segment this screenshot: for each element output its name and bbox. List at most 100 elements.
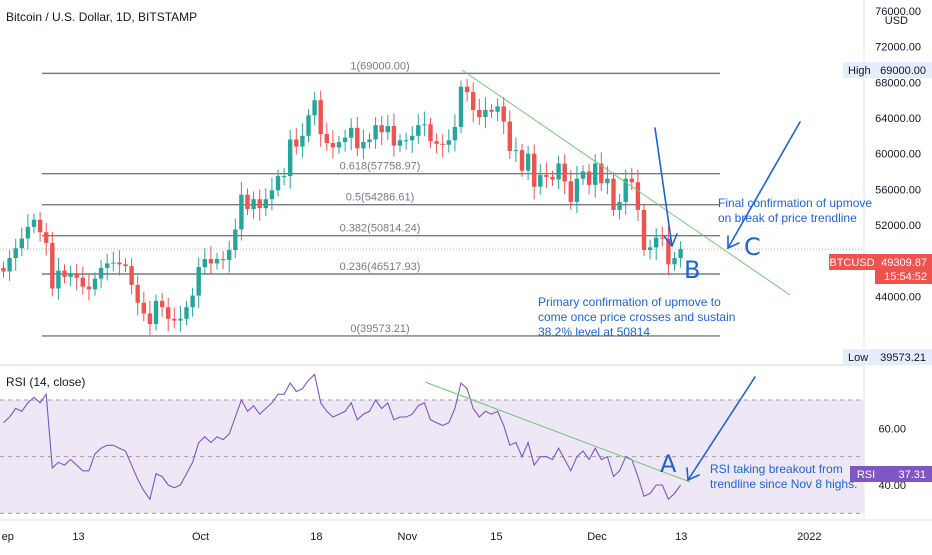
candle-body (281, 176, 287, 177)
candle-body (220, 258, 226, 260)
price-trendline[interactable] (461, 69, 791, 296)
annotation-final-line: Final confirmation of upmove (718, 196, 872, 210)
high-value: 69000.00 (880, 65, 926, 77)
rsi-value-badge (882, 466, 932, 482)
rsi-label: RSI (857, 469, 875, 481)
candle-body (105, 263, 110, 268)
countdown: 15:54:52 (884, 271, 927, 283)
time-tick-label: 15 (490, 531, 502, 543)
symbol-badge (829, 254, 875, 270)
price-tick-label: 76000.00 (875, 6, 921, 18)
annotation-primary-line: come once price crosses and sustain (538, 310, 735, 324)
fib-level-label: 0(39573.21) (350, 323, 409, 335)
candle-body (672, 258, 677, 265)
annotation-final-line: on break of price trendline (718, 211, 857, 225)
candle-body (617, 201, 622, 210)
arrow-to-b[interactable] (654, 127, 678, 248)
candle-body (56, 270, 61, 289)
candle-body (556, 163, 561, 180)
rsi-label-badge (850, 466, 882, 482)
price-tick-label: 72000.00 (875, 42, 921, 54)
price-tick-label: 64000.00 (875, 113, 921, 125)
candle-body (37, 219, 43, 233)
candle-body (263, 199, 268, 209)
currency-label: USD (885, 15, 908, 27)
price-tick-label: 60000.00 (875, 149, 921, 161)
price-tick-label: 44000.00 (875, 291, 921, 303)
candle-body (98, 267, 104, 279)
candle-body (489, 109, 494, 112)
candle-body (111, 262, 116, 264)
candle-body (349, 127, 354, 138)
candle-body (1, 267, 6, 272)
candle-body (153, 300, 159, 325)
candle-body (135, 284, 140, 303)
candle-body (391, 126, 397, 146)
candle-body (141, 302, 146, 314)
candle-body (172, 318, 177, 321)
candle-body (19, 238, 24, 249)
candle-body (166, 307, 171, 319)
candle-body (355, 127, 360, 149)
candle-body (678, 249, 683, 259)
candle-body (471, 92, 476, 110)
candle-body (422, 124, 427, 126)
annotation-primary: Primary confirmation of upmove to come o… (538, 295, 735, 339)
candle-body (593, 163, 598, 185)
candle-body (580, 171, 586, 179)
candle-body (306, 115, 311, 136)
candle-body (294, 139, 299, 147)
candle-body (202, 258, 207, 268)
rsi-axis-ticks: 60.00 40.00 (878, 423, 906, 492)
time-tick-label: 2022 (797, 531, 821, 543)
price-tick-label: 68000.00 (875, 77, 921, 89)
annotation-rsi-line: RSI taking breakout from (710, 462, 843, 476)
candle-body (495, 106, 500, 112)
rsi-line (3, 373, 682, 501)
fib-level-label: 0.618(57758.97) (340, 161, 421, 173)
candle-body (544, 175, 549, 177)
low-value: 39573.21 (880, 352, 926, 364)
candle-body (288, 139, 293, 176)
candle-body (147, 313, 153, 325)
candle-body (312, 100, 317, 116)
low-badge (843, 349, 932, 365)
candle-body (477, 109, 482, 118)
arrow-to-a[interactable] (686, 376, 756, 482)
candle-body (251, 199, 256, 210)
arrow-to-c[interactable] (727, 121, 801, 250)
candle-body (379, 125, 384, 133)
candle-body (586, 171, 592, 185)
candle-body (458, 86, 464, 127)
rsi-tick-label: 60.00 (878, 423, 906, 435)
annotation-rsi-line: trendline since Nov 8 highs. (710, 477, 857, 491)
candle-body (74, 273, 79, 278)
candle-body (501, 106, 506, 122)
candle-body (117, 262, 122, 265)
rsi-trendline[interactable] (424, 381, 691, 483)
candle-body (623, 178, 628, 202)
time-tick-label: 13 (675, 531, 687, 543)
fib-level-label: 0.5(54286.61) (346, 192, 415, 204)
candle-body (629, 178, 634, 183)
candle-body (275, 176, 281, 191)
candle-body (519, 150, 525, 171)
candle-body (31, 219, 37, 227)
last-price-badge (875, 254, 932, 284)
candle-body (86, 286, 92, 290)
rsi-tick-label: 40.00 (878, 480, 906, 492)
candle-body (416, 125, 421, 136)
candle-body (50, 242, 55, 289)
candle-body (159, 300, 165, 308)
candle-body (7, 258, 12, 272)
price-tick-label: 52000.00 (875, 220, 921, 232)
candle-body (367, 139, 372, 143)
candle-body (397, 140, 403, 146)
candle-body (532, 153, 537, 187)
low-label: Low (848, 352, 868, 364)
candle-body (464, 86, 470, 93)
candle-body (214, 258, 220, 264)
candle-body (68, 273, 73, 277)
